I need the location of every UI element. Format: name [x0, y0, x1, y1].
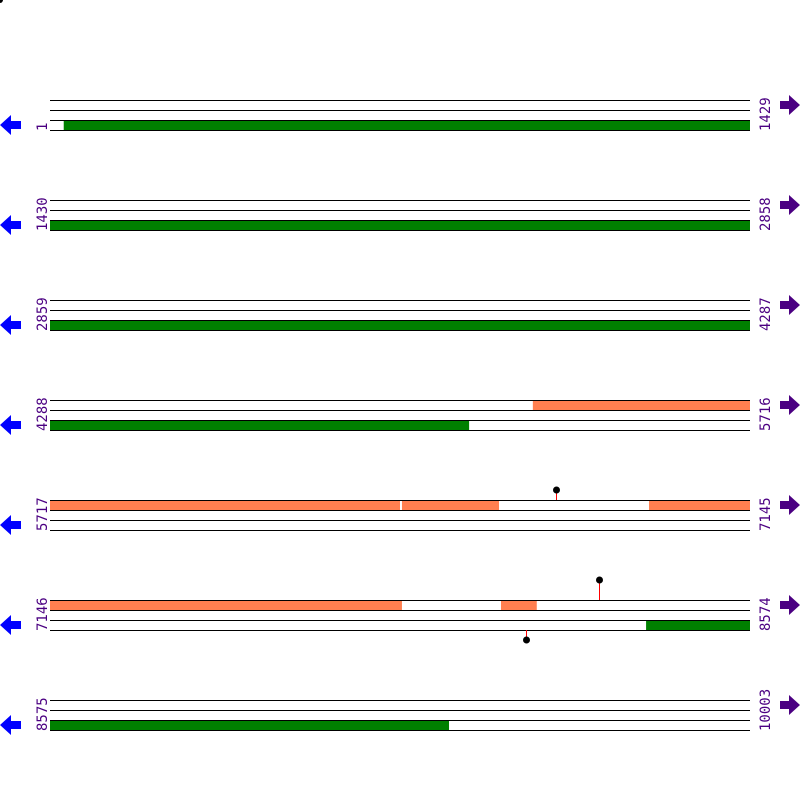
start-position-label: 8575 [35, 697, 51, 731]
arrow-right-icon [780, 295, 800, 315]
marker-dot [553, 486, 560, 494]
arrow-right-icon [780, 395, 800, 415]
corner-marker [0, 0, 3, 3]
track-row: 4288 5716 [0, 395, 800, 435]
forward-feature [649, 500, 750, 510]
start-position-label: 5717 [35, 497, 51, 531]
forward-feature [532, 400, 750, 410]
arrow-left-icon [0, 415, 21, 435]
marker-dot [596, 576, 603, 584]
reverse-feature [646, 620, 750, 630]
arrow-right-icon [780, 695, 800, 715]
end-position-label: 8574 [758, 597, 774, 631]
track-row: 7146 8574 [0, 576, 800, 644]
marker-dot [523, 636, 530, 644]
arrow-left-icon [0, 715, 21, 735]
arrow-left-icon [0, 515, 21, 535]
end-position-label: 4287 [758, 297, 774, 331]
start-position-label: 1430 [35, 197, 51, 231]
track-row: 1430 2858 [0, 195, 800, 235]
track-row: 2859 4287 [0, 295, 800, 335]
arrow-right-icon [780, 595, 800, 615]
end-position-label: 5716 [758, 397, 774, 431]
start-position-label: 7146 [35, 597, 51, 631]
forward-feature [50, 500, 400, 510]
arrow-left-icon [0, 615, 21, 635]
start-position-label: 4288 [35, 397, 51, 431]
reverse-feature [50, 320, 750, 330]
end-position-label: 1429 [758, 97, 774, 131]
end-position-label: 7145 [758, 497, 774, 531]
reverse-feature [63, 120, 751, 130]
end-position-label: 10003 [758, 689, 774, 731]
reverse-feature [50, 420, 470, 430]
track-row: 1 1429 [0, 95, 800, 135]
arrow-right-icon [780, 495, 800, 515]
arrow-right-icon [780, 95, 800, 115]
track-row: 5717 7145 [0, 486, 800, 535]
arrow-right-icon [780, 195, 800, 215]
forward-feature [50, 600, 402, 610]
reverse-feature [50, 720, 450, 730]
reverse-feature [50, 220, 750, 230]
track-row: 8575 10003 [0, 689, 800, 735]
arrow-left-icon [0, 215, 21, 235]
end-position-label: 2858 [758, 197, 774, 231]
forward-feature [500, 600, 537, 610]
forward-feature [401, 500, 500, 510]
arrow-left-icon [0, 115, 21, 135]
start-position-label: 1 [35, 123, 51, 131]
arrow-left-icon [0, 315, 21, 335]
start-position-label: 2859 [35, 297, 51, 331]
